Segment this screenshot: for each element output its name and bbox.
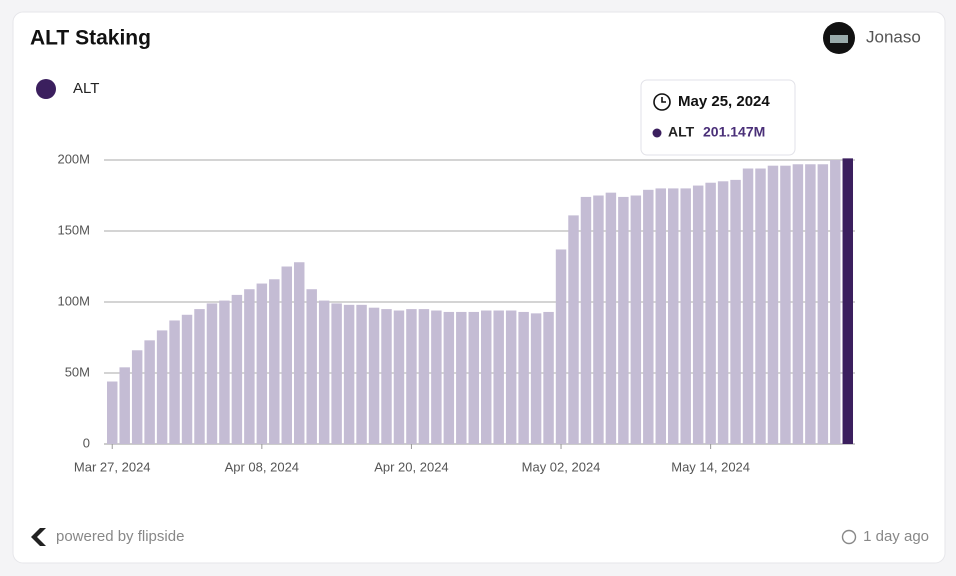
bar [630,195,642,444]
bar [593,195,604,444]
bar [256,283,268,444]
bar [555,249,567,444]
bar [293,262,305,444]
bar [618,196,629,444]
bar [605,192,617,444]
x-tick-label: May 02, 2024 [522,459,601,474]
legend-dot [36,79,56,99]
plot: 0 50M 100M 150M 200M Mar 27, 2024 Apr 08, 2024… [57,151,855,474]
bar [468,311,480,444]
bar [817,164,829,444]
powered-by[interactable]: powered by flipside [56,528,184,545]
user-name[interactable]: Jonaso [866,27,921,46]
bar [767,165,779,444]
bar [318,300,330,444]
bar [717,181,729,445]
bar [456,311,467,444]
bar [194,309,205,444]
tooltip-value: 201.147M [703,124,765,140]
bar [106,381,118,444]
bar [418,309,430,444]
bar [131,350,143,444]
x-tick-label: Mar 27, 2024 [74,459,151,474]
bar [281,266,293,444]
bar [805,164,816,444]
flipside-logo [31,528,46,546]
bar [742,168,754,444]
bar [156,330,168,444]
avatar-art [830,35,848,43]
bar [530,313,542,444]
updated: 1 day ago [863,528,929,545]
bar [780,165,791,444]
tooltip-date: May 25, 2024 [678,93,770,110]
y-tick-label: 200M [57,151,90,166]
bar [680,188,691,444]
bar [543,311,554,444]
bar [368,307,380,444]
bar [393,310,405,444]
bar [667,188,679,444]
clock-hands [661,97,666,103]
clock-icon [653,93,671,111]
bar [181,314,193,444]
bar [144,340,155,444]
bar [842,158,854,444]
bar [406,309,417,444]
bar [705,182,716,444]
bar [244,289,255,444]
x-tick-label: Apr 20, 2024 [374,459,448,474]
bar [755,168,766,444]
bar [505,310,517,444]
bar [356,304,367,444]
check-icon [841,529,857,545]
y-tick-label: 100M [57,293,90,308]
bar [443,311,455,444]
bar [431,310,442,444]
bar [655,188,667,444]
bar [580,196,592,444]
bar [306,289,317,444]
x-tick-label: May 14, 2024 [671,459,750,474]
bar [480,310,492,444]
y-tick-label: 150M [57,222,90,237]
legend-label[interactable]: ALT [73,80,99,97]
bar [381,309,392,444]
title: ALT Staking [30,27,151,50]
bar [119,367,130,444]
bar [692,185,704,444]
bar [169,320,180,444]
bar [643,189,654,444]
bar [792,164,804,444]
bar [493,310,504,444]
tooltip-dot [652,128,662,138]
bar [568,215,579,444]
x-tick-label: Apr 08, 2024 [225,459,299,474]
y-tick-label: 0 [83,435,90,450]
tooltip [640,79,796,156]
bar [343,304,355,444]
bar [331,303,342,444]
bar [830,160,841,444]
bar [219,300,230,444]
bar [518,311,529,444]
bar [231,294,243,444]
bar [730,179,741,444]
tooltip-series: ALT [668,124,695,140]
bar [269,279,280,444]
bar [206,303,218,444]
y-tick-label: 50M [65,364,90,379]
